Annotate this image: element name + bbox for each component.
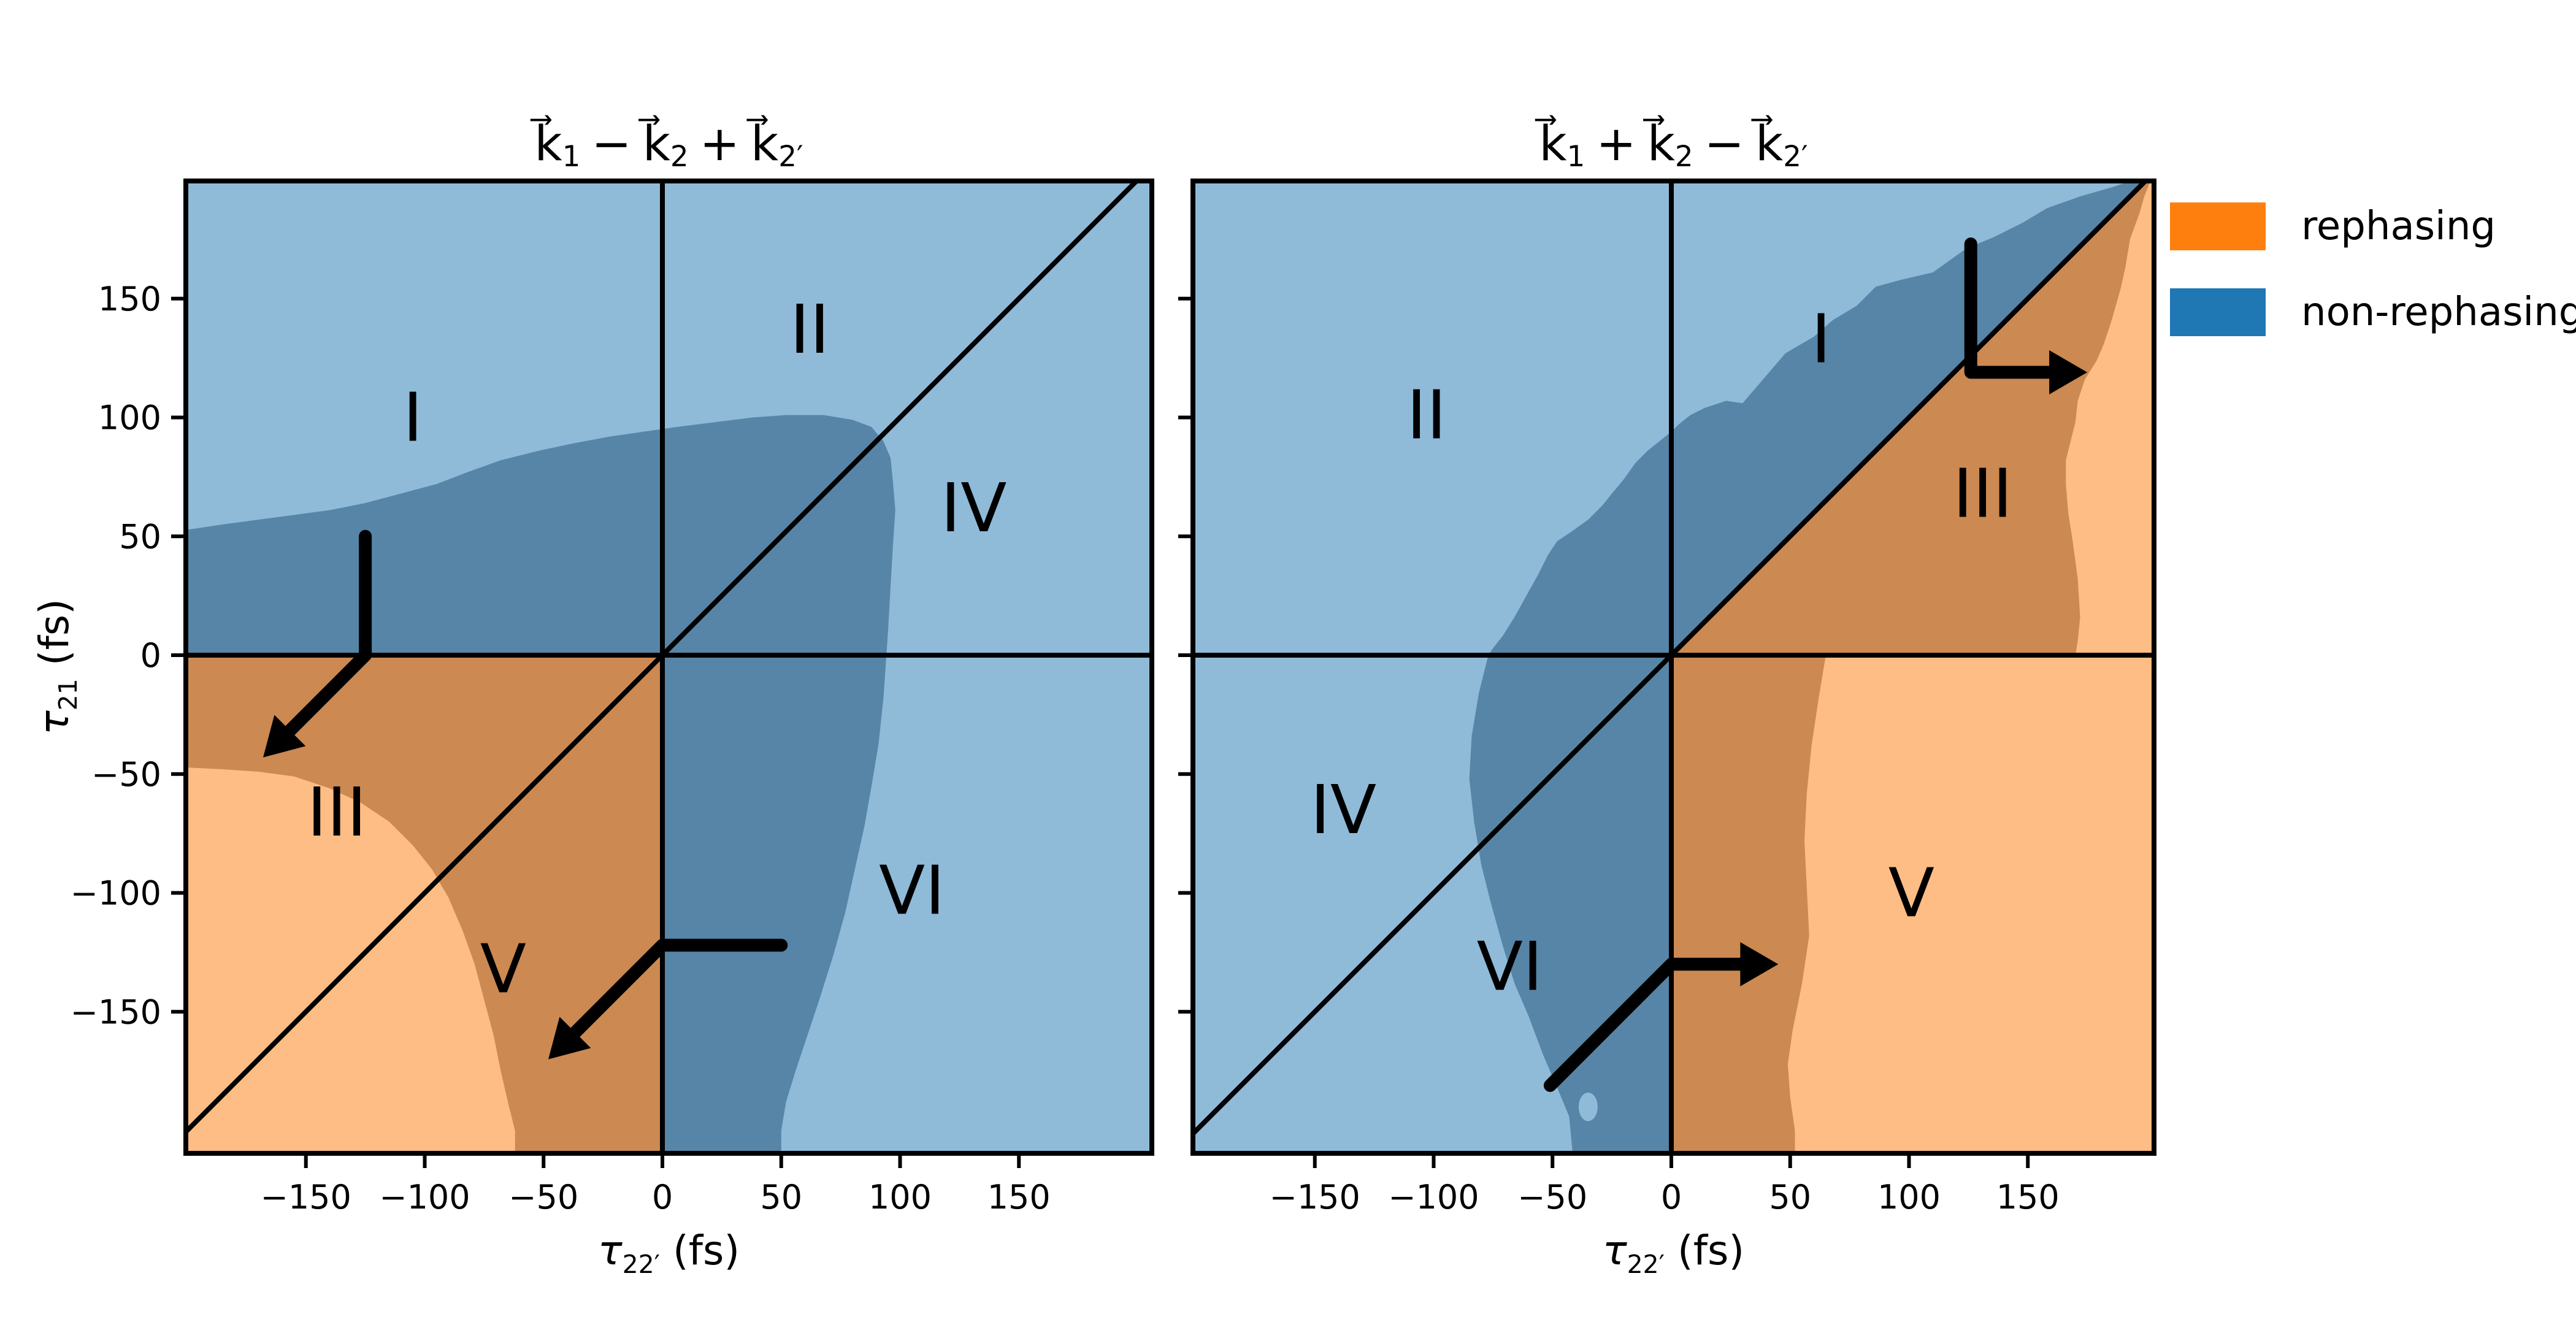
y-tick-label: 50 bbox=[119, 517, 161, 556]
k-vector-symbol: k⃗ bbox=[642, 117, 670, 172]
k-vector-subscript: 2′ bbox=[778, 140, 803, 174]
right-plot: II I III IV VI V −150 −100 −50 0 50 100 150 bbox=[1178, 179, 2156, 1217]
region-label-IV: IV bbox=[941, 469, 1007, 547]
k-vector-symbol: k⃗ bbox=[751, 117, 779, 172]
pulse-order-arrow-1 bbox=[277, 529, 372, 744]
axis-unit: (fs) bbox=[31, 599, 78, 679]
k-vector-symbol: k⃗ bbox=[1647, 117, 1675, 172]
title-operator: + bbox=[1596, 117, 1636, 172]
left-plot-canvas: IIIIVIIIVVI−150−150−100−100−50−500050501… bbox=[71, 179, 1154, 1217]
x-tick-label: 100 bbox=[1877, 1178, 1941, 1217]
title-operator: − bbox=[591, 117, 632, 172]
y-tick-label: −50 bbox=[91, 755, 161, 794]
title-operator: + bbox=[699, 117, 740, 172]
region-label-VI: VI bbox=[1477, 928, 1543, 1006]
region-non-rephasing-dark bbox=[1469, 181, 2145, 1153]
tau-subscript: 22′ bbox=[1627, 1250, 1665, 1280]
y-tick-label: 100 bbox=[98, 399, 161, 437]
pulse-order-arrow-3 bbox=[1964, 237, 2064, 379]
tau-symbol: τ bbox=[1602, 1227, 1627, 1274]
region-rephasing-dark-lower bbox=[1671, 655, 1826, 1153]
region-label-I: I bbox=[1811, 300, 1831, 379]
plot-frame bbox=[1190, 179, 2156, 1156]
y-axis-label: τ21 (fs) bbox=[31, 483, 86, 851]
x-tick-label: −100 bbox=[379, 1178, 470, 1217]
x-tick-label: 50 bbox=[760, 1178, 802, 1217]
legend-item-rephasing: rephasing bbox=[2170, 202, 2576, 250]
k-vector-subscript: 2 bbox=[670, 140, 689, 174]
non-rephasing-label: non-rephasing bbox=[2301, 290, 2576, 335]
x-tick-label: −100 bbox=[1388, 1178, 1479, 1217]
k-vector-subscript: 1 bbox=[1566, 140, 1585, 174]
right-x-axis-label: τ22′ (fs) bbox=[1193, 1227, 2154, 1301]
pulse-order-arrow-2 bbox=[562, 939, 788, 1045]
x-tick-label: 50 bbox=[1769, 1178, 1811, 1217]
left-x-axis-label: τ22′ (fs) bbox=[186, 1227, 1152, 1301]
k-vector-subscript: 1 bbox=[562, 140, 581, 174]
region-label-VI: VI bbox=[879, 851, 945, 930]
region-light-blue-islet bbox=[1578, 1093, 1598, 1121]
plot-regions bbox=[1193, 181, 2154, 1153]
y-tick-label: −100 bbox=[71, 874, 161, 913]
non-rephasing-swatch bbox=[2170, 288, 2266, 336]
k-vector-subscript: 2 bbox=[1674, 140, 1693, 174]
region-label-III: III bbox=[307, 773, 366, 851]
diagonal-line bbox=[186, 181, 1140, 1136]
legend-item-non-rephasing: non-rephasing bbox=[2170, 288, 2576, 336]
right-plot-title: k⃗ 1 + k⃗ 2 − k⃗ 2′ bbox=[1193, 86, 2154, 172]
k-vector-symbol: k⃗ bbox=[1755, 117, 1784, 172]
x-tick-label: −150 bbox=[1270, 1178, 1360, 1217]
region-label-I: I bbox=[403, 379, 423, 457]
legend: rephasing non-rephasing bbox=[2170, 202, 2576, 374]
plot-regions bbox=[186, 181, 1152, 1153]
region-label-III: III bbox=[1953, 455, 2012, 533]
x-tick-label: 0 bbox=[1661, 1178, 1682, 1217]
x-tick-label: −50 bbox=[508, 1178, 578, 1217]
x-tick-label: 0 bbox=[652, 1178, 673, 1217]
k-vector-symbol: k⃗ bbox=[534, 117, 562, 172]
rephasing-label: rephasing bbox=[2301, 204, 2496, 249]
region-label-IV: IV bbox=[1310, 771, 1376, 849]
pulse-order-arrow-4-head bbox=[1740, 942, 1779, 986]
x-tick-label: 150 bbox=[1996, 1178, 2060, 1217]
region-label-V: V bbox=[1888, 854, 1934, 932]
region-label-II: II bbox=[790, 290, 830, 369]
region-rephasing-dark bbox=[186, 655, 662, 1153]
rephasing-swatch bbox=[2170, 202, 2266, 250]
x-tick-label: −50 bbox=[1517, 1178, 1587, 1217]
region-label-V: V bbox=[480, 930, 526, 1009]
y-tick-label: −150 bbox=[71, 993, 161, 1031]
x-tick-label: 150 bbox=[987, 1178, 1051, 1217]
k-vector-subscript: 2′ bbox=[1783, 140, 1808, 174]
y-tick-label: 150 bbox=[98, 280, 161, 318]
plot-frame bbox=[183, 179, 1154, 1156]
x-tick-label: 100 bbox=[868, 1178, 932, 1217]
tau-subscript: 22′ bbox=[622, 1250, 660, 1280]
pulse-order-arrow-1-head bbox=[263, 715, 306, 758]
left-plot: I II IV III V VI −150 −150 −100 −100 −50 −50 0 0 50 50 1… bbox=[71, 179, 1154, 1217]
y-tick-label: 0 bbox=[140, 636, 161, 675]
k-vector-symbol: k⃗ bbox=[1539, 117, 1567, 172]
tau-symbol: τ bbox=[31, 710, 78, 735]
diagonal-line bbox=[1193, 181, 2149, 1137]
region-label-II: II bbox=[1406, 376, 1446, 455]
tau-subscript: 21 bbox=[53, 678, 83, 711]
axis-unit: (fs) bbox=[659, 1227, 740, 1274]
pulse-order-arrow-3-head bbox=[2049, 350, 2088, 394]
left-plot-title: k⃗ 1 − k⃗ 2 + k⃗ 2′ bbox=[186, 86, 1152, 172]
pulse-order-arrow-2-head bbox=[548, 1017, 591, 1059]
title-operator: − bbox=[1704, 117, 1745, 172]
region-dark-orange-islet bbox=[1766, 1090, 1790, 1129]
x-tick-label: −150 bbox=[261, 1178, 351, 1217]
axis-unit: (fs) bbox=[1664, 1227, 1745, 1274]
pulse-order-arrow-4 bbox=[1543, 958, 1755, 1092]
tau-symbol: τ bbox=[597, 1227, 623, 1274]
